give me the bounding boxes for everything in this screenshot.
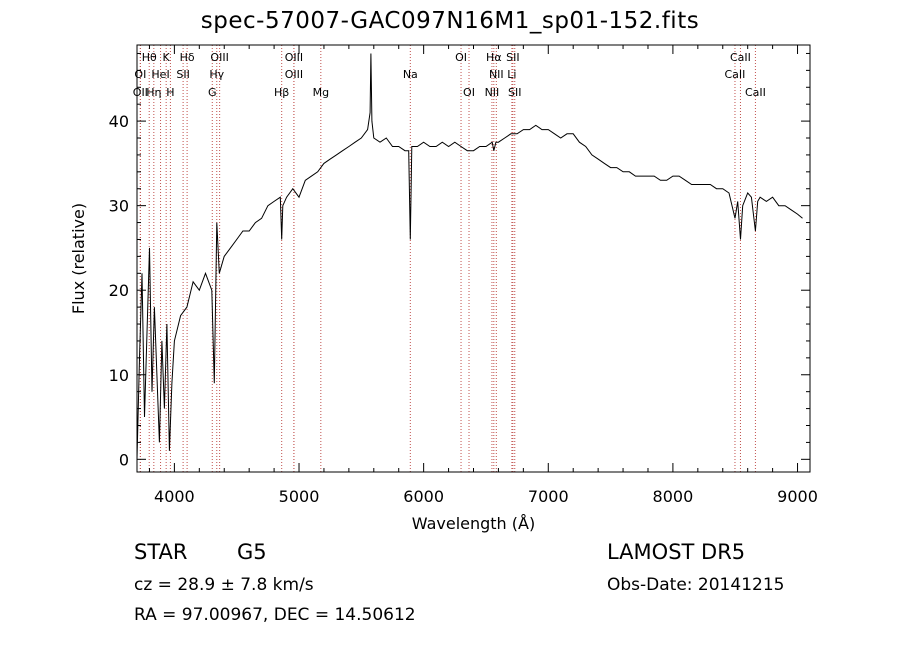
x-axis: 4000 5000 6000 7000 8000 9000 [148,45,818,506]
x-tick-label: 9000 [777,487,818,506]
line-marker-label: Hη [146,86,161,99]
line-marker-label: SII [176,68,189,81]
line-marker-label: SII [506,51,519,64]
y-tick-label: 30 [109,197,129,216]
line-marker-label: NII [485,86,500,99]
line-marker-label: Mg [313,86,329,99]
line-marker-label: G [208,86,217,99]
line-markers [139,45,756,472]
x-tick-label: 8000 [653,487,694,506]
line-marker-label: HeI [151,68,169,81]
line-marker-label: Hθ [142,51,157,64]
x-axis-label: Wavelength (Å) [412,514,535,533]
line-marker-label: CaII [725,68,746,81]
plot-frame [136,44,811,473]
line-marker-label: Hα [486,51,502,64]
line-marker-label: Li [507,68,516,81]
line-marker-label: SII [508,86,521,99]
line-marker-label: CaII [745,86,766,99]
line-marker-label: OI [455,51,467,64]
line-marker-label: Hβ [274,86,289,99]
line-marker-label: NII [489,68,504,81]
observation-date: Obs-Date: 20141215 [607,575,785,595]
chart-title: spec-57007-GAC097N16M1_sp01-152.fits [200,8,700,34]
x-tick-label: 7000 [528,487,569,506]
y-tick-label: 0 [119,450,129,469]
line-marker-label: Hγ [209,68,224,81]
line-marker-label: OIII [210,51,228,64]
object-class: STAR [134,540,188,564]
spectrum-line [136,53,803,460]
line-marker-label: Hδ [180,51,195,64]
line-marker-label: CaII [730,51,751,64]
line-marker-label: OIII [285,51,303,64]
object-subclass: G5 [237,540,267,564]
y-axis-label: Flux (relative) [69,203,88,314]
line-marker-label: OIII [285,68,303,81]
y-tick-label: 10 [109,366,129,385]
line-marker-labels: Hθ K Hδ OIII OIII OI Hα SII CaII OI HeI SII Hγ OIII Na… [133,51,766,99]
y-tick-label: 20 [109,281,129,300]
line-marker-label: H [166,86,174,99]
line-marker-label: Na [403,68,418,81]
line-marker-label: K [163,51,171,64]
survey-name: LAMOST DR5 [607,540,746,564]
x-tick-label: 5000 [279,487,320,506]
line-marker-label: OI [463,86,475,99]
redshift-cz: cz = 28.9 ± 7.8 km/s [134,575,314,595]
line-marker-label: OI [134,68,146,81]
x-tick-label: 4000 [154,487,195,506]
y-tick-label: 40 [109,112,129,131]
ra-dec-coordinates: RA = 97.00967, DEC = 14.50612 [134,605,416,625]
x-tick-label: 6000 [403,487,444,506]
y-axis: 0 10 20 30 40 [109,52,810,469]
